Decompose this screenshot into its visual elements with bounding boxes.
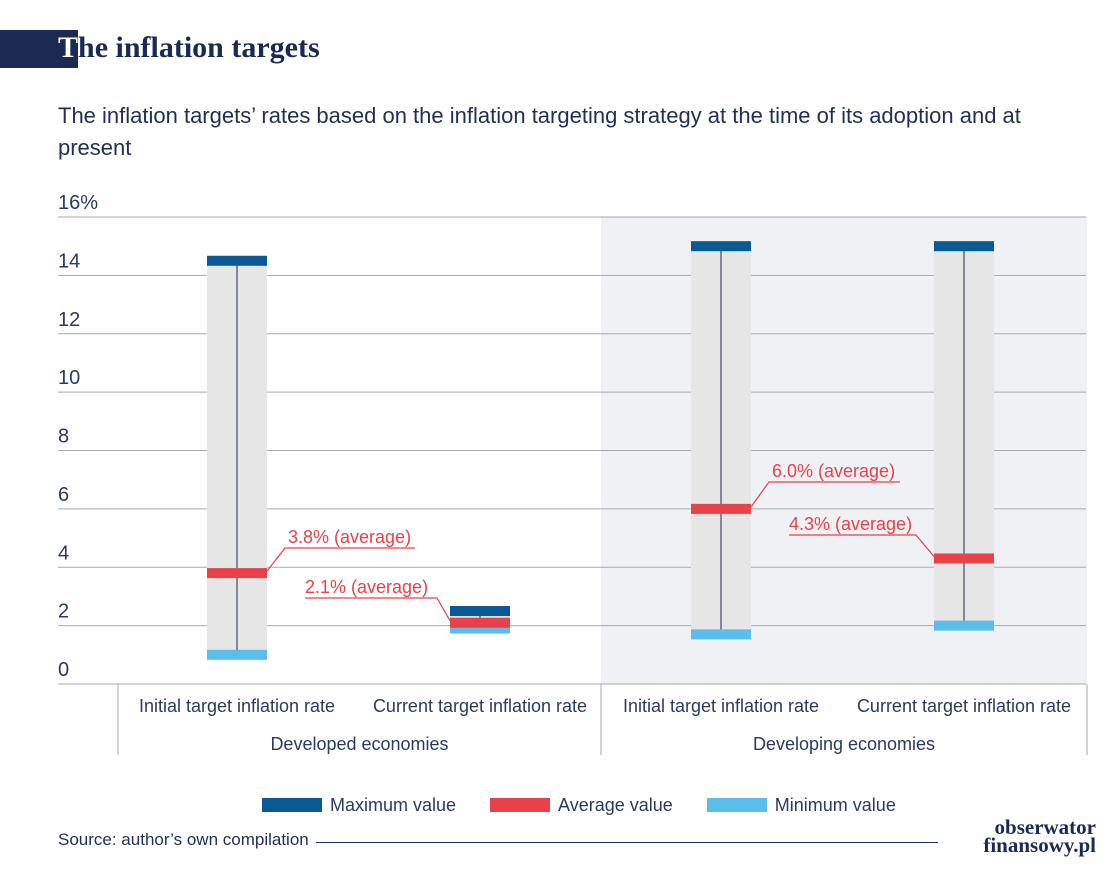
x-category-label-3: Current target inflation rate [857, 696, 1071, 716]
annotation-leader-0 [266, 547, 415, 572]
page-title-initial: T [58, 31, 79, 64]
max-mark-2 [691, 241, 751, 252]
annotation-leader-2 [750, 481, 900, 508]
avg-mark-0 [207, 568, 267, 579]
title-accent-band [0, 30, 78, 68]
max-mark-1 [450, 606, 510, 617]
annotation-leader-3 [789, 534, 935, 557]
legend-label-max: Maximum value [330, 794, 457, 815]
min-mark-2 [691, 629, 751, 640]
logo-line-1: obserwator [994, 815, 1096, 839]
y-tick-label-1: 2 [58, 601, 69, 623]
page-title: The inflation targets [58, 28, 320, 68]
y-tick-label-0: 0 [58, 659, 69, 681]
avg-mark-1 [450, 617, 510, 628]
annotation-label-3: 4.3% (average) [789, 514, 912, 534]
annotation-label-2: 6.0% (average) [772, 461, 895, 481]
range-bar-chart: 0 2 4 6 8 10 12 14 16% 3.8% (average) 2.1% (averag… [58, 192, 1088, 755]
avg-mark-2 [691, 503, 751, 514]
y-tick-label-8: 16% [58, 192, 98, 214]
source-note: Source: author’s own compilation [58, 830, 309, 849]
y-tick-label-3: 6 [58, 484, 69, 506]
x-category-label-2: Initial target inflation rate [623, 696, 819, 716]
legend-item-max: Maximum value [262, 795, 456, 816]
annotation-label-1: 2.1% (average) [305, 577, 428, 597]
footer-divider [316, 842, 938, 843]
x-group-label-0: Developed economies [270, 734, 448, 754]
chart-subtitle: The inflation targets’ rates based on th… [58, 103, 1021, 160]
max-mark-0 [207, 255, 267, 266]
page-title-rest: he inflation targets [78, 31, 320, 64]
legend-swatch-max [262, 798, 322, 812]
annotation-leader-1 [305, 597, 451, 622]
y-tick-label-6: 12 [58, 309, 80, 331]
min-mark-0 [207, 649, 267, 660]
y-tick-label-5: 10 [58, 367, 80, 389]
min-mark-1 [450, 623, 510, 634]
y-tick-label-2: 4 [58, 542, 69, 564]
legend-item-avg: Average value [490, 795, 673, 816]
x-group-label-1: Developing economies [753, 734, 935, 754]
min-mark-3 [934, 620, 994, 631]
legend-label-avg: Average value [558, 794, 673, 815]
chart-legend: Maximum value Average value Minimum valu… [262, 792, 930, 818]
legend-label-min: Minimum value [774, 794, 896, 815]
logo-line-2: finansowy.pl [983, 833, 1096, 857]
legend-item-min: Minimum value [706, 794, 896, 816]
x-category-label-1: Current target inflation rate [373, 696, 587, 716]
legend-swatch-avg [490, 798, 551, 812]
annotation-label-0: 3.8% (average) [288, 527, 411, 547]
x-category-label-0: Initial target inflation rate [139, 696, 335, 716]
max-mark-3 [934, 241, 994, 252]
y-tick-label-4: 8 [58, 426, 69, 448]
legend-swatch-min [706, 798, 767, 812]
avg-mark-3 [934, 553, 994, 564]
y-tick-label-7: 14 [58, 250, 80, 272]
publisher-logo: obserwator finansowy.pl [946, 815, 1096, 857]
